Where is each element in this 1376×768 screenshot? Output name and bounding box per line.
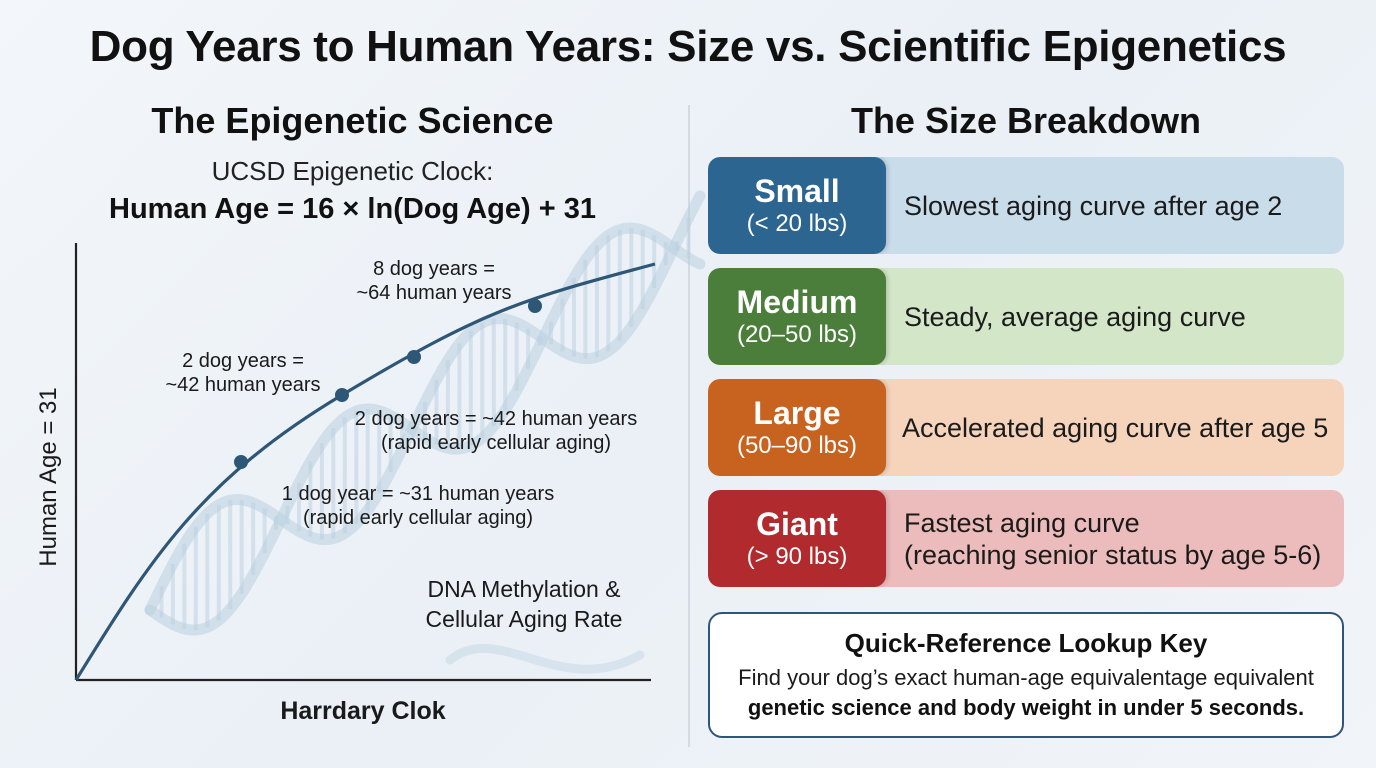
size-name: Giant <box>756 505 838 542</box>
size-tag-large: Large (50–90 lbs) <box>708 379 886 476</box>
size-range: (50–90 lbs) <box>736 431 858 459</box>
data-point-3 <box>407 350 421 364</box>
size-row-large: Large (50–90 lbs) Accelerated aging curv… <box>708 379 1344 476</box>
size-description: Steady, average aging curve <box>904 301 1246 332</box>
formula: Human Age = 16 × ln(Dog Age) + 31 <box>109 193 596 225</box>
size-row-medium: Medium (20–50 lbs) Steady, average aging… <box>708 268 1344 365</box>
size-range: (> 90 lbs) <box>746 542 848 570</box>
size-range: (20–50 lbs) <box>736 320 858 348</box>
right-panel-heading: The Size Breakdown <box>850 100 1202 141</box>
quick-reference-box: Quick-Reference Lookup Key Find your dog… <box>708 612 1344 738</box>
data-point-2-years <box>335 388 349 402</box>
x-axis-label: Harrdary Clok <box>280 697 446 725</box>
reference-line-1: Find your dog’s exact human-age equivale… <box>738 665 1314 690</box>
size-name: Small <box>754 172 840 209</box>
dna-helix-illustration <box>144 190 706 674</box>
size-tag-small: Small (< 20 lbs) <box>708 157 886 254</box>
size-tag-medium: Medium (20–50 lbs) <box>708 268 886 365</box>
size-description: Fastest aging curve (reaching senior sta… <box>904 507 1322 570</box>
size-name: Medium <box>736 283 858 320</box>
panel-divider <box>688 105 690 747</box>
data-point-8-years <box>528 299 542 313</box>
annotation-2-years-lower: 2 dog years = ~42 human years (rapid ear… <box>354 408 638 454</box>
size-description: Accelerated aging curve after age 5 <box>902 412 1329 443</box>
left-panel-heading: The Epigenetic Science <box>151 100 554 141</box>
clock-label: UCSD Epigenetic Clock: <box>211 156 494 186</box>
size-tag-giant: Giant (> 90 lbs) <box>708 490 886 587</box>
size-row-giant: Giant (> 90 lbs) Fastest aging curve (re… <box>708 490 1344 587</box>
size-description: Slowest aging curve after age 2 <box>904 190 1283 221</box>
reference-line-2: genetic science and body weight in under… <box>747 695 1305 720</box>
annotation-1-year: 1 dog year = ~31 human years (rapid earl… <box>281 483 555 529</box>
page-title: Dog Years to Human Years: Size vs. Scien… <box>89 22 1287 71</box>
annotation-2-years-upper: 2 dog years = ~42 human years <box>165 350 321 396</box>
reference-title: Quick-Reference Lookup Key <box>844 628 1208 658</box>
size-name: Large <box>753 394 841 431</box>
annotation-8-years: 8 dog years = ~64 human years <box>356 258 512 304</box>
dna-wave <box>445 644 645 674</box>
y-axis-label: Human Age = 31 <box>35 387 62 567</box>
annotation-dna-methylation: DNA Methylation & Cellular Aging Rate <box>425 576 623 632</box>
size-row-small: Small (< 20 lbs) Slowest aging curve aft… <box>708 157 1344 254</box>
size-range: (< 20 lbs) <box>746 209 848 237</box>
data-point-1-year <box>234 455 248 469</box>
